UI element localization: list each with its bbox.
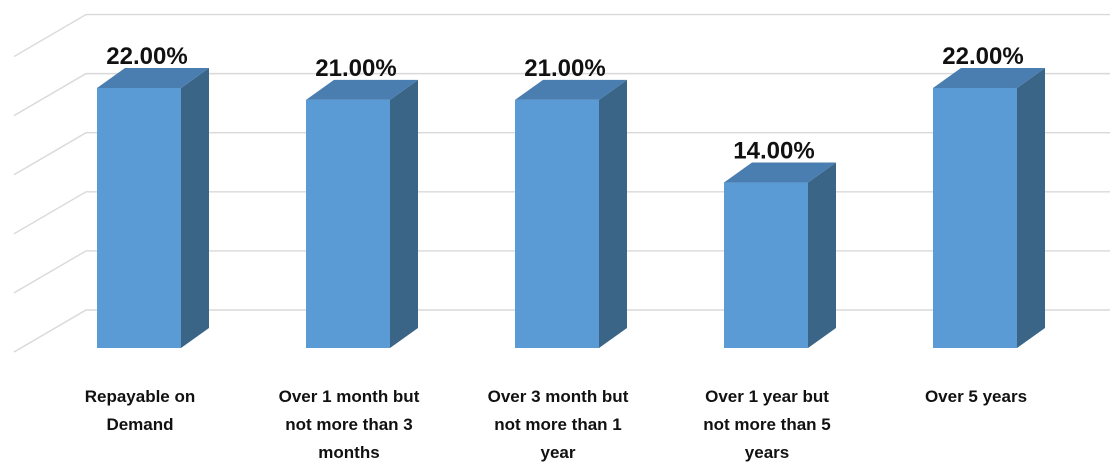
data-labels: 22.00% 21.00% 21.00% 14.00% 22.00% xyxy=(106,43,1023,165)
category-label-line: Over 1 month but xyxy=(279,387,420,406)
bars xyxy=(97,68,1045,349)
bar-front-face xyxy=(515,99,599,349)
data-label: 21.00% xyxy=(524,55,605,82)
bar-side-face xyxy=(390,79,418,349)
bar-side-face xyxy=(1017,68,1045,348)
category-label-line: months xyxy=(318,443,379,462)
data-label: 14.00% xyxy=(733,138,814,165)
category-label-line: Demand xyxy=(106,415,173,434)
bar-top-face xyxy=(306,79,418,100)
bar-side-face xyxy=(599,79,627,349)
category-label-line: Over 3 month but xyxy=(488,387,629,406)
bar-front-face xyxy=(306,99,390,349)
bar-front-face xyxy=(933,88,1017,348)
category-label-line: not more than 5 xyxy=(703,415,831,434)
gridline xyxy=(13,13,1110,58)
category-label: Over 1 month but not more than 3 months xyxy=(279,387,420,462)
category-label-line: year xyxy=(541,443,576,462)
bar-side-face xyxy=(181,68,209,348)
category-label-line: Repayable on xyxy=(85,387,196,406)
bar xyxy=(306,79,418,349)
bar-front-face xyxy=(97,88,181,348)
category-labels: Repayable on Demand Over 1 month but not mo… xyxy=(85,387,1027,462)
bar-top-face xyxy=(724,162,836,183)
gridline xyxy=(13,72,1110,117)
category-label-line: not more than 1 xyxy=(494,415,622,434)
bar-front-face xyxy=(724,182,808,348)
category-label-line: Over 1 year but xyxy=(705,387,829,406)
category-label: Over 3 month but not more than 1 year xyxy=(488,387,629,462)
bar-side-face xyxy=(808,162,836,348)
category-label-line: years xyxy=(745,443,789,462)
data-label: 21.00% xyxy=(315,55,396,82)
bar xyxy=(97,68,209,348)
data-label: 22.00% xyxy=(106,43,187,70)
category-label-line: Over 5 years xyxy=(925,387,1027,406)
bar-top-face xyxy=(515,79,627,100)
bar-top-face xyxy=(97,68,209,88)
bar xyxy=(724,162,836,348)
category-label: Repayable on Demand xyxy=(85,387,196,434)
gridline xyxy=(13,132,1110,176)
category-label: Over 5 years xyxy=(925,387,1027,406)
bar-top-face xyxy=(933,68,1045,88)
bar xyxy=(933,68,1045,348)
bar xyxy=(515,79,627,349)
data-label: 22.00% xyxy=(942,43,1023,70)
category-label: Over 1 year but not more than 5 years xyxy=(703,387,831,462)
category-label-line: not more than 3 xyxy=(285,415,413,434)
